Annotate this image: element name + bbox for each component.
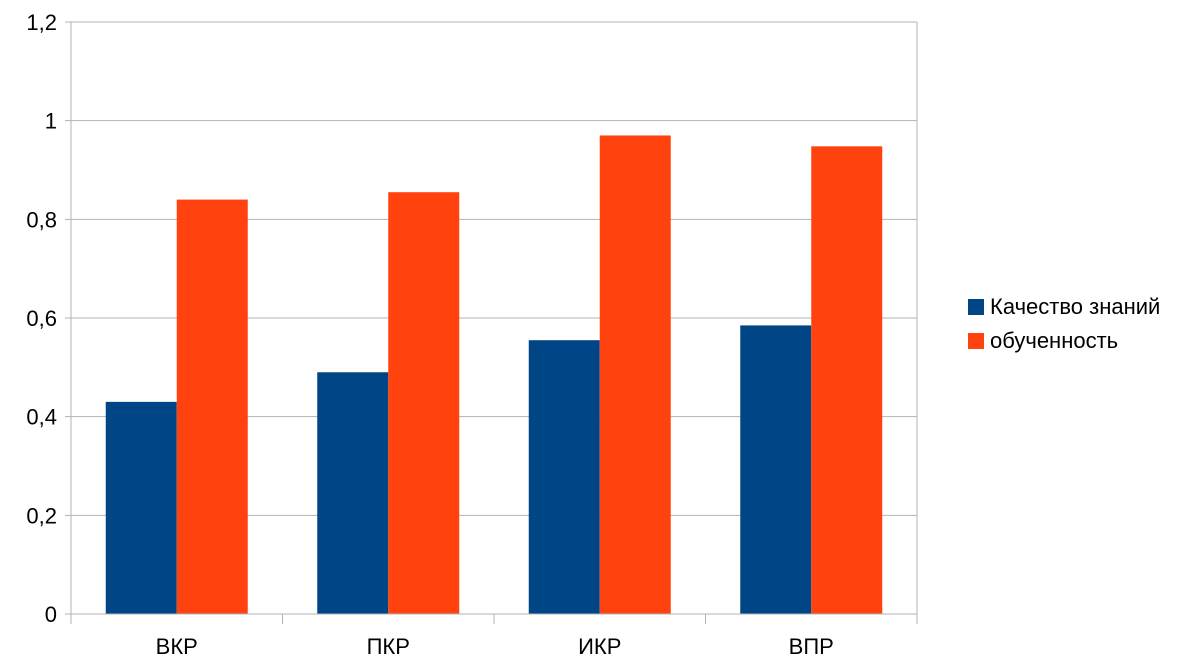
x-tick-label: ВПР: [789, 634, 834, 659]
y-tick-label: 0,2: [26, 503, 57, 528]
legend: Качество знаний обученность: [968, 290, 1160, 358]
legend-item-series-1: Качество знаний: [968, 290, 1160, 324]
legend-swatch-series-1: [968, 299, 984, 315]
y-tick-label: 0,6: [26, 306, 57, 331]
y-tick-label: 1,2: [26, 10, 57, 35]
bar-1-3: [528, 340, 600, 614]
bar-2-4: [811, 146, 883, 614]
x-tick-label: ИКР: [578, 634, 621, 659]
x-tick-label: ВКР: [156, 634, 198, 659]
legend-swatch-series-2: [968, 333, 984, 349]
bars: [105, 135, 883, 614]
y-tick-label: 0,4: [26, 405, 57, 430]
bar-2-2: [388, 192, 460, 614]
x-tick-labels: ВКР ПКР ИКР ВПР: [156, 634, 834, 659]
bar-2-3: [599, 135, 671, 614]
legend-label-series-2: обученность: [990, 328, 1119, 353]
bar-1-4: [740, 325, 812, 614]
y-tick-label: 0,8: [26, 207, 57, 232]
y-tick-labels: 0 0,2 0,4 0,6 0,8 1 1,2: [26, 10, 57, 627]
legend-item-series-2: обученность: [968, 324, 1160, 358]
legend-label-series-1: Качество знаний: [990, 294, 1161, 319]
axes: [70, 22, 918, 624]
bar-2-1: [176, 199, 248, 614]
bar-1-2: [317, 372, 389, 614]
y-tick-label: 0: [45, 602, 57, 627]
x-tick-label: ПКР: [367, 634, 410, 659]
bar-1-1: [105, 401, 177, 614]
y-tick-label: 1: [45, 109, 57, 134]
